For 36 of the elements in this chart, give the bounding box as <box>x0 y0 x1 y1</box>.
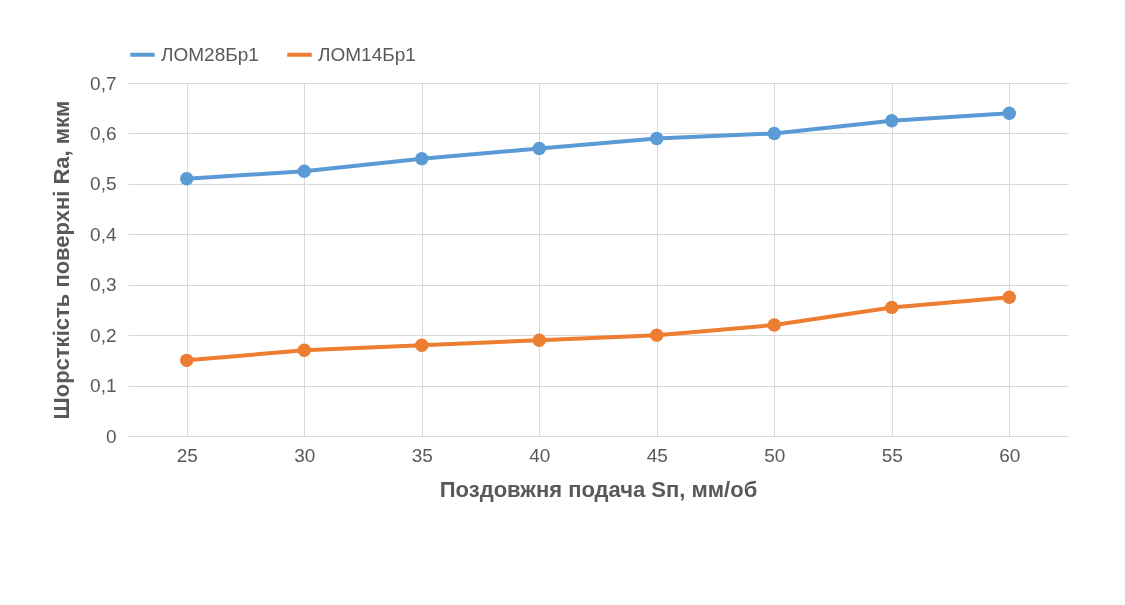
y-tick-label: 0,2 <box>90 324 117 346</box>
point <box>1002 106 1016 120</box>
point <box>180 353 194 368</box>
point <box>532 141 546 156</box>
x-tick-label: 25 <box>176 444 198 466</box>
x-tick-label: 30 <box>294 444 316 466</box>
point <box>180 172 194 186</box>
y-tick-label: 0,5 <box>90 173 117 195</box>
point <box>297 343 311 357</box>
y-tick-label: 0,1 <box>90 375 117 397</box>
point <box>532 333 546 347</box>
point <box>767 318 781 332</box>
point <box>415 338 429 352</box>
point <box>650 131 664 146</box>
point <box>1002 290 1016 305</box>
x-tick-label: 35 <box>411 444 433 466</box>
x-axis-title: Поздовжня подача Sп, мм/об <box>439 476 758 502</box>
y-axis-title: Шорсткість поверхні Ra, мкм <box>49 100 75 420</box>
y-tick-label: 0,4 <box>90 223 117 245</box>
x-tick-label: 40 <box>529 444 551 466</box>
y-tick-label: 0,3 <box>90 274 117 296</box>
x-tick-label: 50 <box>764 444 786 466</box>
legend-label: ЛОМ14Бр1 <box>318 43 416 65</box>
legend-label: ЛОМ28Бр1 <box>161 43 259 65</box>
point <box>885 114 899 128</box>
y-tick-label: 0,6 <box>90 122 117 144</box>
y-tick-label: 0 <box>105 425 117 447</box>
point <box>767 126 781 141</box>
point <box>415 151 429 166</box>
point <box>650 328 664 342</box>
point <box>297 164 311 178</box>
x-tick-label: 45 <box>646 444 668 466</box>
x-tick-label: 60 <box>999 444 1021 466</box>
point <box>885 300 899 315</box>
x-tick-label: 55 <box>881 444 903 466</box>
y-tick-label: 0,7 <box>90 72 117 94</box>
